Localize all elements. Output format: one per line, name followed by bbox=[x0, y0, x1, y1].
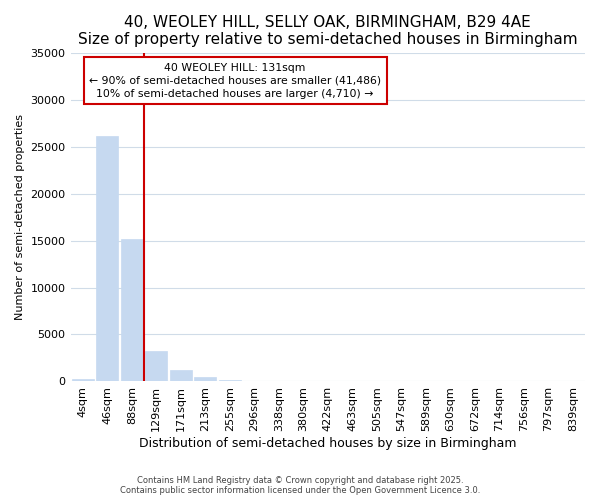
Title: 40, WEOLEY HILL, SELLY OAK, BIRMINGHAM, B29 4AE
Size of property relative to sem: 40, WEOLEY HILL, SELLY OAK, BIRMINGHAM, … bbox=[78, 15, 578, 48]
Bar bbox=[219, 380, 241, 382]
Bar bbox=[96, 136, 118, 382]
Y-axis label: Number of semi-detached properties: Number of semi-detached properties bbox=[15, 114, 25, 320]
Text: Contains HM Land Registry data © Crown copyright and database right 2025.
Contai: Contains HM Land Registry data © Crown c… bbox=[120, 476, 480, 495]
Bar bbox=[170, 370, 192, 382]
Bar bbox=[194, 378, 217, 382]
Bar bbox=[145, 352, 167, 382]
Text: 40 WEOLEY HILL: 131sqm
← 90% of semi-detached houses are smaller (41,486)
10% of: 40 WEOLEY HILL: 131sqm ← 90% of semi-det… bbox=[89, 62, 381, 99]
Bar bbox=[121, 238, 143, 382]
Bar bbox=[72, 378, 94, 382]
X-axis label: Distribution of semi-detached houses by size in Birmingham: Distribution of semi-detached houses by … bbox=[139, 437, 517, 450]
